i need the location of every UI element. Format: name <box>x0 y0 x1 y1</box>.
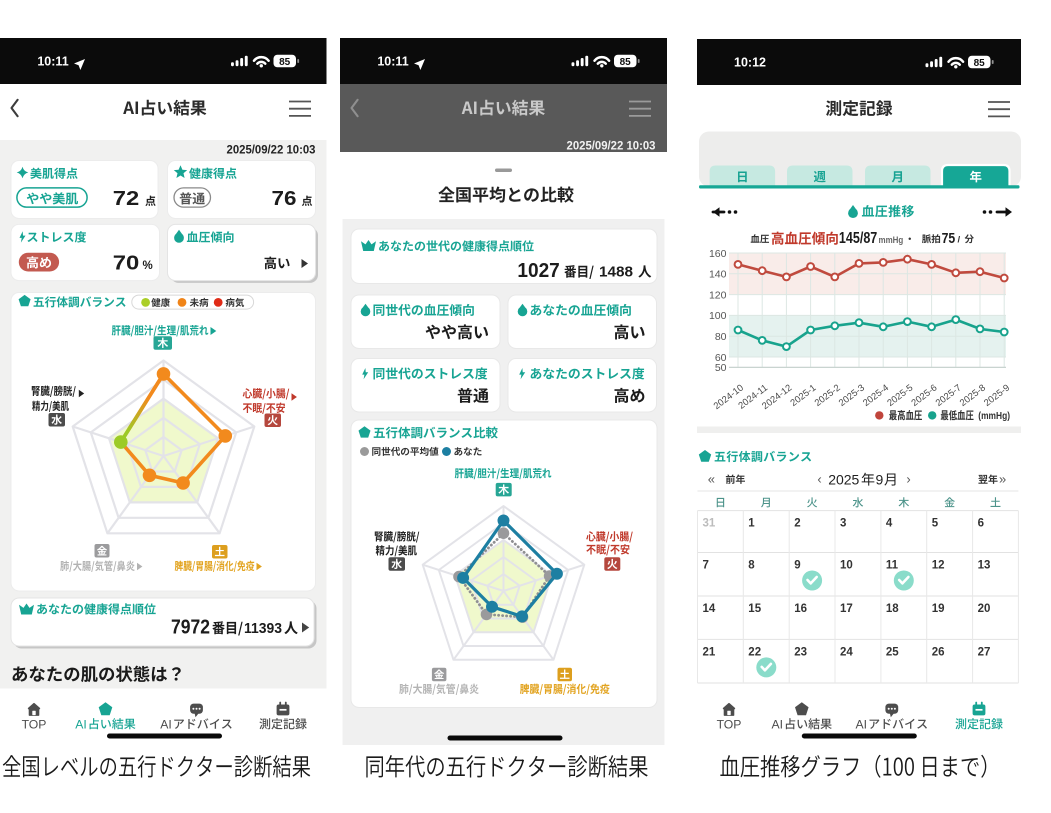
svg-text:2025/09/22 10:03: 2025/09/22 10:03 <box>567 139 656 153</box>
svg-text:1488: 1488 <box>599 265 633 281</box>
svg-text:2025/09/22 10:03: 2025/09/22 10:03 <box>227 143 316 157</box>
svg-text:«: « <box>708 472 715 487</box>
svg-text:TOP: TOP <box>22 717 47 731</box>
svg-text:9: 9 <box>794 560 800 572</box>
svg-text:72: 72 <box>113 188 140 210</box>
svg-text:AI: AI <box>856 717 868 731</box>
svg-text:7972: 7972 <box>171 617 210 639</box>
svg-text:50: 50 <box>715 362 727 374</box>
svg-text:7: 7 <box>703 560 709 572</box>
svg-text:6: 6 <box>978 518 984 530</box>
svg-text:31: 31 <box>703 518 716 530</box>
svg-text:2: 2 <box>794 518 800 530</box>
svg-text:26: 26 <box>932 646 945 658</box>
svg-text:10:11: 10:11 <box>377 55 408 69</box>
svg-text:10: 10 <box>840 560 853 572</box>
svg-text:11: 11 <box>886 560 899 572</box>
svg-text:10:12: 10:12 <box>734 56 766 70</box>
svg-text:4: 4 <box>886 518 893 530</box>
svg-text:22: 22 <box>748 646 761 658</box>
svg-text:13: 13 <box>978 560 991 572</box>
svg-text:AI: AI <box>160 717 172 731</box>
svg-text:76: 76 <box>272 188 297 210</box>
svg-text:85: 85 <box>279 57 291 68</box>
svg-text:AI: AI <box>772 717 784 731</box>
svg-text:(mmHg): (mmHg) <box>978 410 1010 422</box>
svg-text:›: › <box>906 472 910 487</box>
svg-text:100: 100 <box>709 310 727 322</box>
svg-text:19: 19 <box>932 603 945 615</box>
svg-text:145/87: 145/87 <box>839 230 877 247</box>
svg-text:»: » <box>999 472 1006 487</box>
svg-text:16: 16 <box>794 603 807 615</box>
svg-text:18: 18 <box>886 603 899 615</box>
svg-text:85: 85 <box>620 57 632 68</box>
svg-text:3: 3 <box>840 518 846 530</box>
svg-text:23: 23 <box>794 646 807 658</box>
svg-text:120: 120 <box>709 289 727 301</box>
svg-text:2025: 2025 <box>828 472 859 488</box>
svg-text:mmHg: mmHg <box>879 235 904 246</box>
svg-text:15: 15 <box>748 603 761 615</box>
svg-text:24: 24 <box>840 646 853 658</box>
svg-text:27: 27 <box>978 646 991 658</box>
svg-text:85: 85 <box>974 58 986 69</box>
svg-text:20: 20 <box>978 603 991 615</box>
svg-text:10:11: 10:11 <box>37 55 68 69</box>
svg-text:/: / <box>958 234 961 245</box>
svg-text:%: % <box>143 260 153 272</box>
svg-text:TOP: TOP <box>717 717 742 731</box>
svg-text:75: 75 <box>942 231 956 247</box>
svg-text:12: 12 <box>932 560 945 572</box>
svg-text:AI: AI <box>75 717 87 731</box>
svg-text:9: 9 <box>876 472 884 488</box>
svg-text:11393: 11393 <box>244 621 282 637</box>
svg-text:60: 60 <box>715 352 727 364</box>
svg-text:17: 17 <box>840 603 853 615</box>
svg-text:25: 25 <box>886 646 899 658</box>
svg-text:160: 160 <box>709 248 727 260</box>
svg-text:80: 80 <box>715 331 727 343</box>
svg-text:21: 21 <box>703 646 716 658</box>
svg-text:14: 14 <box>703 603 716 615</box>
svg-text:1: 1 <box>748 518 755 530</box>
svg-text:70: 70 <box>113 253 140 275</box>
svg-text:‹: ‹ <box>817 472 821 487</box>
svg-text:1027: 1027 <box>517 260 559 282</box>
svg-text:5: 5 <box>932 518 939 530</box>
svg-text:8: 8 <box>748 560 755 572</box>
svg-text:140: 140 <box>709 269 727 281</box>
